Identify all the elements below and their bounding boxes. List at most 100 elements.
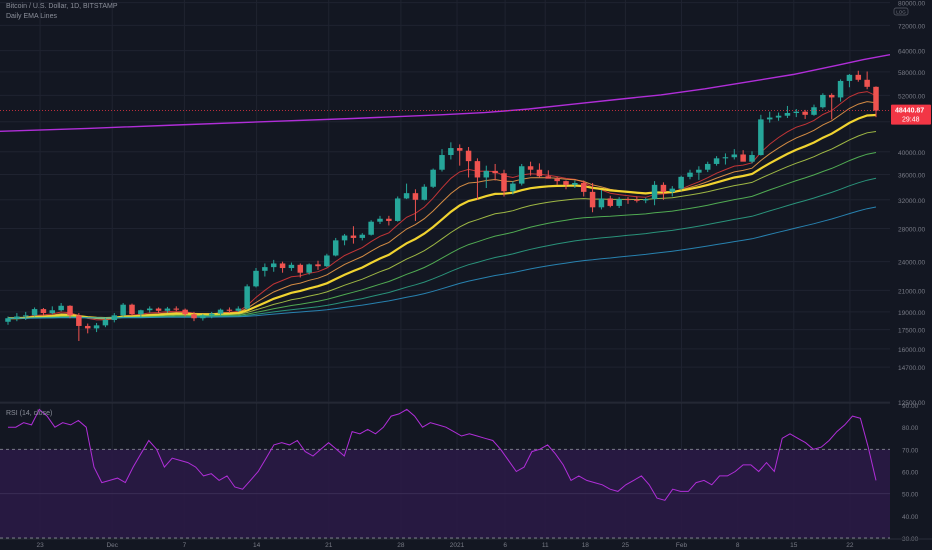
candle-body bbox=[492, 170, 498, 174]
candle-body bbox=[22, 315, 29, 317]
ema-long-line bbox=[0, 54, 891, 132]
rsi-tick-label: 90.00 bbox=[902, 403, 919, 410]
x-tick-label: 2021 bbox=[450, 542, 465, 549]
candle-body bbox=[288, 264, 295, 269]
log-badge bbox=[893, 7, 909, 16]
y-tick-label: 24000.00 bbox=[898, 260, 925, 267]
candle-body bbox=[740, 154, 746, 162]
x-tick-label: 22 bbox=[846, 542, 854, 549]
y-tick-label: 80000.00 bbox=[898, 1, 925, 8]
candle-body bbox=[120, 304, 126, 316]
candle-body bbox=[324, 255, 330, 267]
candle-body bbox=[430, 169, 436, 187]
rsi-tick-label: 70.00 bbox=[902, 447, 919, 454]
candle-body bbox=[563, 181, 569, 185]
y-tick-label: 21000.00 bbox=[898, 288, 925, 295]
candle-body bbox=[40, 309, 47, 314]
candle-body bbox=[350, 235, 357, 238]
candle-body bbox=[421, 186, 428, 200]
y-tick-label: 52000.00 bbox=[898, 93, 925, 100]
candle-body bbox=[306, 264, 312, 273]
y-tick-label: 17500.00 bbox=[898, 328, 925, 335]
y-tick-label: 14700.00 bbox=[898, 365, 925, 372]
candle-body bbox=[76, 315, 82, 326]
x-tick-label: 7 bbox=[183, 542, 187, 549]
candle-body bbox=[182, 309, 188, 315]
y-tick-label: 72000.00 bbox=[898, 23, 925, 30]
rsi-tick-label: 50.00 bbox=[902, 492, 919, 499]
candle-body bbox=[616, 199, 622, 206]
candle-body bbox=[607, 198, 614, 206]
x-tick-label: 15 bbox=[790, 542, 798, 549]
last-price-tag bbox=[891, 104, 931, 125]
candle-body bbox=[501, 173, 507, 192]
symbol-title: Bitcoin / U.S. Dollar, 1D, BITSTAMP bbox=[6, 3, 118, 10]
y-tick-label: 36000.00 bbox=[898, 172, 925, 179]
rsi-tick-label: 80.00 bbox=[902, 425, 919, 432]
candle-body bbox=[67, 305, 73, 316]
ema-line bbox=[8, 177, 877, 319]
candle-body bbox=[5, 318, 11, 322]
candle-body bbox=[84, 325, 91, 329]
x-tick-label: 6 bbox=[503, 542, 507, 549]
time-axis: 23 Dec 7 14 21 28 2021 6 11 18 25 Feb 8 15 22 bbox=[0, 538, 932, 549]
candle-body bbox=[837, 80, 844, 98]
candle-body bbox=[696, 169, 702, 173]
candle-body bbox=[164, 308, 171, 311]
candle-body bbox=[262, 267, 268, 271]
candle-body bbox=[554, 178, 560, 182]
candle-body bbox=[31, 309, 38, 316]
candle-body bbox=[625, 199, 631, 201]
bar-countdown: 29:48 bbox=[902, 117, 920, 124]
candle-body bbox=[518, 166, 525, 184]
candle-body bbox=[802, 111, 808, 115]
candle-body bbox=[111, 315, 118, 321]
candle-body bbox=[731, 154, 738, 158]
rsi-tick-label: 40.00 bbox=[902, 514, 919, 521]
candle-body bbox=[704, 163, 711, 170]
candle-body bbox=[749, 155, 755, 162]
candle-body bbox=[253, 270, 259, 287]
candle-body bbox=[403, 193, 410, 199]
candle-body bbox=[297, 264, 304, 273]
candle-body bbox=[244, 286, 250, 309]
x-tick-label: 14 bbox=[253, 542, 261, 549]
grid-lines bbox=[0, 0, 932, 538]
ema-line bbox=[7, 131, 877, 319]
candle-body bbox=[315, 264, 321, 267]
candle-body bbox=[235, 308, 242, 311]
candle-body bbox=[483, 170, 490, 178]
candle-body bbox=[669, 188, 676, 192]
candle-body bbox=[598, 198, 605, 208]
x-tick-label: Feb bbox=[676, 542, 688, 549]
candle-body bbox=[510, 183, 516, 192]
candle-body bbox=[270, 263, 277, 268]
candle-body bbox=[155, 308, 162, 311]
rsi-label: RSI (14, close) bbox=[6, 410, 53, 417]
candle-body bbox=[226, 309, 233, 311]
candle-body bbox=[678, 176, 684, 189]
candle-body bbox=[412, 193, 419, 200]
candle-body bbox=[58, 305, 64, 311]
y-tick-label: 40000.00 bbox=[898, 150, 925, 157]
ema-line bbox=[7, 113, 877, 320]
candle-body bbox=[146, 308, 153, 311]
candle-body bbox=[846, 74, 853, 81]
candle-body bbox=[217, 309, 224, 314]
candle-body bbox=[102, 320, 109, 326]
candle-body bbox=[368, 221, 374, 235]
log-badge-label: LOG bbox=[896, 10, 906, 15]
candle-body bbox=[864, 79, 870, 87]
x-tick-label: 23 bbox=[36, 542, 44, 549]
ema-ribbon bbox=[0, 54, 891, 321]
candle-body bbox=[642, 199, 649, 201]
ema-line bbox=[8, 206, 877, 319]
candle-body bbox=[14, 316, 20, 319]
rsi-tick-label: 60.00 bbox=[902, 470, 919, 477]
candle-body bbox=[758, 119, 764, 156]
candle-body bbox=[766, 117, 773, 120]
candle-body bbox=[784, 113, 791, 116]
y-tick-label: 58000.00 bbox=[898, 70, 925, 77]
